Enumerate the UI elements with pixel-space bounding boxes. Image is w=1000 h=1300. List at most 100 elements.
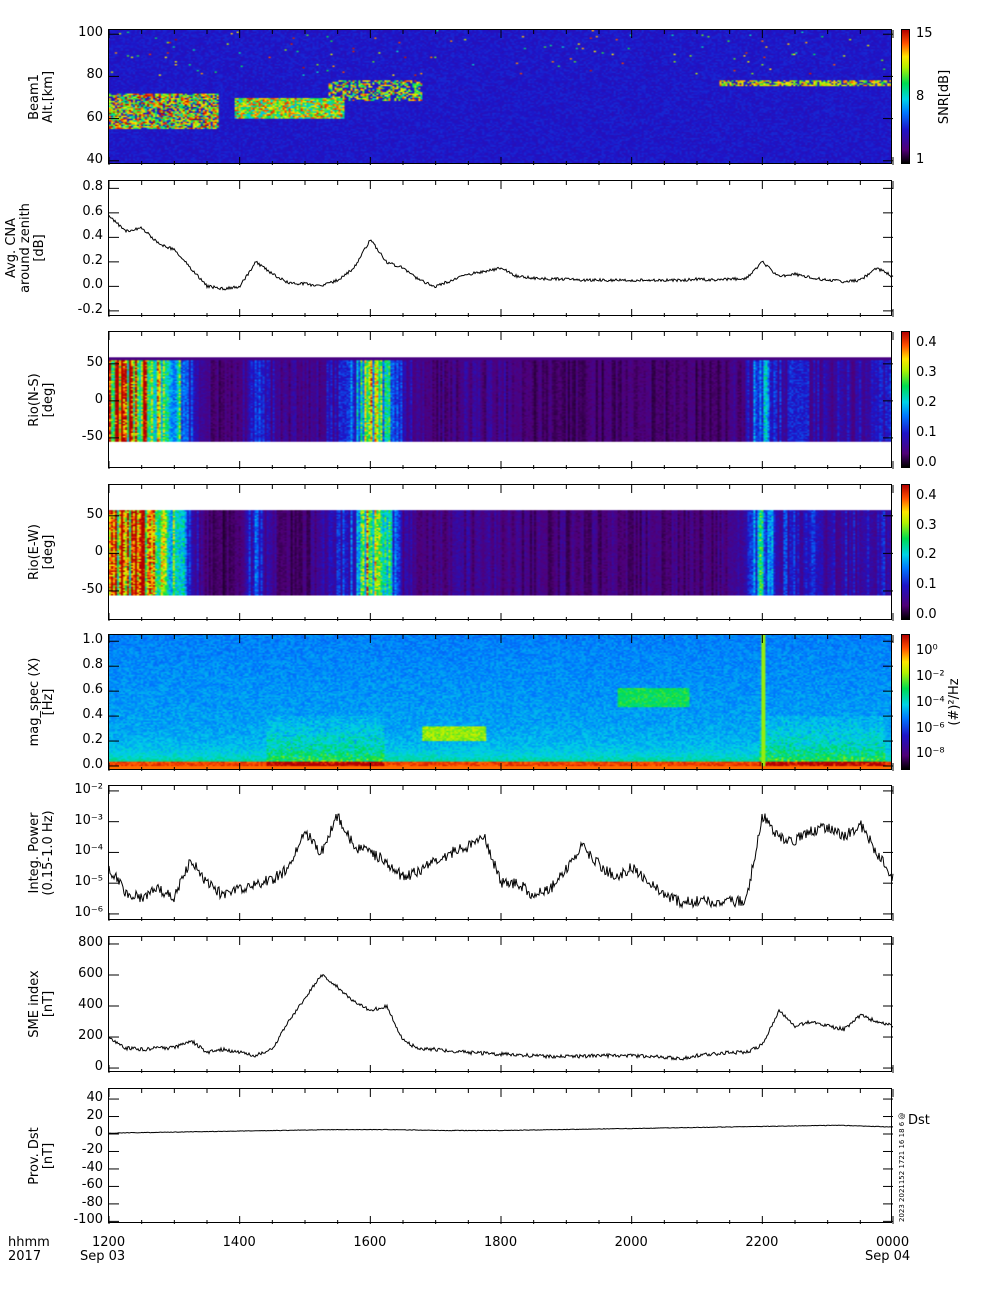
plot-area [108, 485, 894, 621]
year-label: 2017 [8, 1249, 42, 1264]
y-tick-label: 400 [78, 997, 103, 1012]
y-tick-label: -0.2 [77, 301, 103, 317]
y-axis-label: Rio(E-W) [deg] [27, 524, 56, 580]
y-tick-label: 10⁻³ [74, 812, 103, 828]
y-tick-label: 600 [78, 965, 103, 981]
y-axis-label-line: Prov. Dst [27, 1126, 42, 1185]
y-tick-label: 10⁻⁶ [74, 904, 103, 920]
plot-area [108, 30, 894, 165]
y-tick-label: -100 [73, 1212, 103, 1228]
colorbar-tick-label: 10⁻⁶ [916, 720, 945, 736]
y-tick-label: 50 [86, 506, 103, 522]
x-tick-label: 2200 [745, 1235, 779, 1250]
y-tick-label: -20 [81, 1142, 103, 1158]
colorbar-tick-label: 10⁻⁸ [916, 746, 945, 762]
y-axis-label-line: around zenith [18, 203, 33, 293]
y-tick-label: 40 [86, 151, 103, 167]
panel-p3 [108, 331, 894, 469]
y-axis-label-line: (0.15-1.0 Hz) [41, 809, 56, 896]
plot-area [108, 1089, 894, 1224]
y-tick-label: 0.8 [82, 179, 103, 195]
y-axis-label-line: [deg] [41, 534, 56, 570]
y-tick-label: 10⁻² [74, 781, 103, 797]
colorbar-tick-label: 10⁻² [916, 668, 945, 684]
colorbar-tick-label: 0.0 [916, 606, 937, 622]
plot-area [108, 937, 894, 1073]
y-tick-label: 0.2 [82, 732, 103, 748]
colorbar-tick-label: 0.2 [916, 547, 937, 563]
y-axis-label-line: Rio(N-S) [27, 372, 42, 427]
y-axis-label: Rio(N-S) [deg] [27, 372, 56, 427]
colorbar-tick-label: 8 [916, 88, 925, 104]
y-tick-label: 50 [86, 354, 103, 370]
y-tick-label: 0 [94, 1125, 103, 1140]
y-tick-label: 0.0 [82, 277, 103, 293]
y-tick-label: 60 [86, 109, 103, 125]
colorbar-tick-label: 0.3 [916, 364, 937, 380]
y-axis-label: Prov. Dst [nT] [27, 1126, 56, 1185]
y-tick-label: 0.6 [82, 682, 103, 698]
y-tick-label: -40 [81, 1159, 103, 1175]
colorbar-tick-label: 0.3 [916, 517, 937, 533]
y-tick-label: 0 [94, 544, 103, 560]
y-axis-label-line: SME index [27, 970, 42, 1038]
panel-p1 [108, 29, 894, 165]
plot-area [108, 786, 894, 921]
series-line [108, 215, 894, 291]
y-tick-label: 20 [86, 1107, 103, 1123]
spectrogram-canvas [109, 635, 891, 769]
x-tick-label: 1800 [484, 1235, 518, 1250]
plot-area [108, 635, 894, 771]
y-axis-label: SME index [nT] [27, 970, 56, 1038]
y-axis-label-line: [nT] [41, 1142, 56, 1169]
panel-p6 [108, 785, 894, 921]
spectrogram-canvas [109, 485, 891, 619]
y-axis-label-line: Avg. CNA [4, 217, 19, 279]
panel-p7 [108, 936, 894, 1073]
end-date-label: Sep 04 [865, 1249, 911, 1264]
y-tick-label: -50 [81, 428, 103, 444]
series-line [108, 813, 894, 910]
y-tick-label: 0.6 [82, 203, 103, 219]
y-tick-label: 0.8 [82, 657, 103, 673]
panel-p2 [108, 180, 894, 317]
x-tick-label: 1400 [222, 1235, 256, 1250]
y-axis-label-line: [dB] [32, 234, 47, 262]
y-tick-label: 1.0 [82, 632, 103, 648]
y-axis-label-line: Integ. Power [27, 812, 42, 893]
y-tick-label: -60 [81, 1177, 103, 1193]
y-tick-label: 0.4 [82, 707, 103, 723]
colorbar-tick-label: 0.1 [916, 424, 937, 440]
colorbar-tick-label: 10⁰ [916, 642, 938, 658]
colorbar-label: SNR[dB] [937, 69, 952, 124]
y-axis-label-line: Beam1 [27, 73, 42, 120]
spectrogram-canvas [109, 30, 891, 163]
y-axis-label-line: [deg] [41, 382, 56, 417]
y-tick-label: -50 [81, 581, 103, 597]
colorbar-tick-label: 1 [916, 151, 925, 167]
y-tick-label: 800 [78, 934, 103, 950]
colorbar [901, 29, 910, 164]
colorbar [901, 634, 910, 770]
colorbar [901, 331, 910, 468]
colorbar-tick-label: 0.0 [916, 454, 937, 470]
y-tick-label: 0 [94, 1059, 103, 1075]
panel-p5 [108, 634, 894, 771]
y-axis-label-line: [Hz] [41, 688, 56, 716]
panel-p8 [108, 1088, 894, 1224]
colorbar-tick-label: 0.2 [916, 394, 937, 410]
plot-area [108, 181, 894, 317]
y-tick-label: -80 [81, 1194, 103, 1210]
x-axis-label: hhmm [8, 1235, 50, 1250]
x-tick-label: 1200 [92, 1235, 126, 1250]
y-axis-label: Avg. CNA around zenith [dB] [4, 203, 47, 293]
colorbar-tick-label: 0.4 [916, 487, 937, 503]
panel-p4 [108, 484, 894, 621]
y-tick-label: 100 [78, 25, 103, 41]
y-tick-label: 80 [86, 67, 103, 83]
series-line [108, 1124, 894, 1134]
x-tick-label: 0000 [876, 1235, 910, 1250]
start-date-label: Sep 03 [80, 1249, 126, 1264]
y-tick-label: 40 [86, 1090, 103, 1106]
